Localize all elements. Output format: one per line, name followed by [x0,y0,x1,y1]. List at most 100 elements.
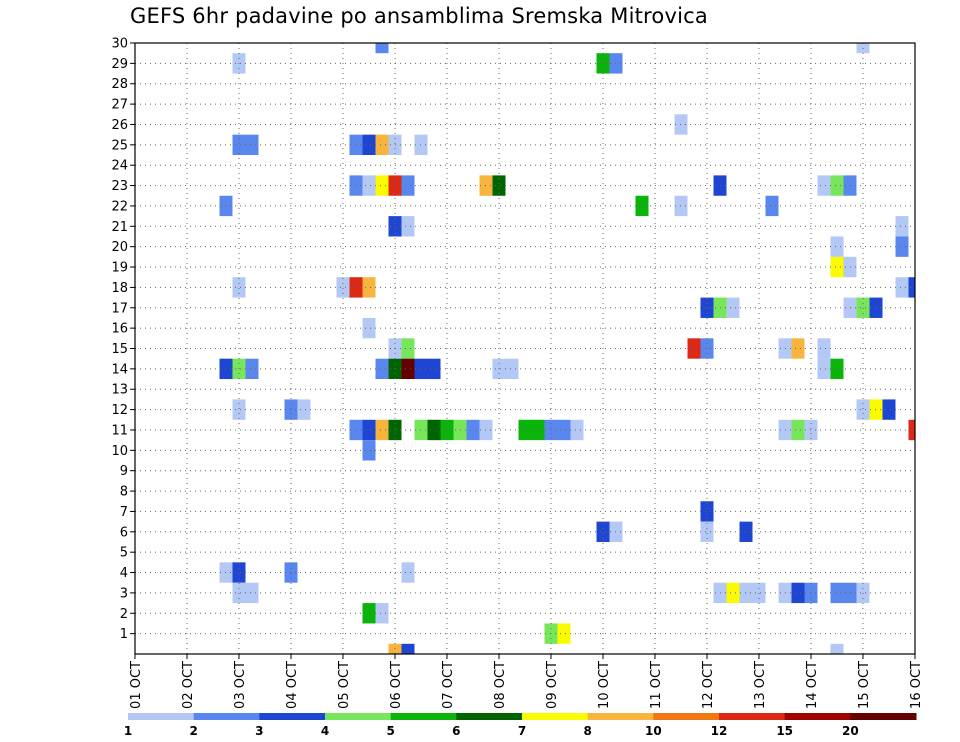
y-tick-label: 12 [111,403,128,418]
y-tick-label: 1 [120,627,128,642]
precip-cell [232,562,246,583]
precip-cell [245,134,259,156]
precip-cell [375,175,389,196]
colorbar-swatch [390,713,457,720]
y-tick-label: 23 [111,179,128,194]
precip-cell [791,338,805,359]
precip-cell [375,43,389,54]
precip-cell [427,358,441,380]
precip-cell [817,338,831,359]
colorbar-swatch [456,713,523,720]
precip-cell [570,419,584,441]
precip-cell [830,175,844,196]
precip-cell [401,216,415,237]
precip-cell [726,297,740,318]
y-tick-label: 13 [111,383,128,398]
precip-cell [895,216,909,237]
precip-cell [375,134,389,156]
colorbar-swatch [784,713,851,720]
x-tick-label: 04 OCT [285,661,300,709]
precip-cell [401,643,415,654]
y-tick-label: 21 [111,220,128,235]
precip-cell [440,419,454,441]
precip-cell [362,175,376,196]
x-tick-label: 15 OCT [857,661,872,709]
y-tick-label: 10 [111,444,128,459]
colorbar-label: 4 [321,724,329,738]
colorbar-swatch [587,713,654,720]
precip-cell [791,419,805,441]
precip-cell [362,419,376,441]
colorbar-swatch [522,713,589,720]
x-tick-label: 10 OCT [597,661,612,709]
precip-cell [375,419,389,441]
precip-cell [830,582,844,604]
precip-cell [700,521,714,542]
colorbar-label: 20 [842,724,859,738]
y-tick-label: 29 [111,57,128,72]
precip-cell [908,277,915,298]
precip-cell [817,358,831,380]
y-tick-label: 28 [111,77,128,92]
precip-cell [427,419,441,441]
precip-cell [700,501,714,522]
y-tick-label: 27 [111,98,128,113]
y-axis: 1234567891011121314151617181920212223242… [111,37,135,642]
x-tick-label: 13 OCT [753,661,768,709]
colorbar-label: 7 [518,724,526,738]
x-tick-label: 08 OCT [493,661,508,709]
precip-cell [362,440,376,461]
precip-cell [466,419,480,441]
precip-cell [856,399,870,420]
precip-cell [596,521,610,542]
precip-cell [687,338,701,359]
y-tick-label: 30 [111,37,128,52]
colorbar-swatch [128,713,195,720]
y-tick-label: 20 [111,240,128,255]
precip-cell [700,297,714,318]
precip-cell [375,603,389,624]
y-tick-label: 9 [120,464,128,479]
precip-cell [752,582,766,604]
colorbar-label: 5 [386,724,394,738]
colorbar-swatch [653,713,720,720]
x-tick-label: 01 OCT [129,661,144,709]
y-tick-label: 26 [111,118,128,133]
colorbar-label: 8 [583,724,591,738]
x-tick-label: 05 OCT [337,661,352,709]
x-tick-label: 06 OCT [389,661,404,709]
precip-cell [401,175,415,196]
colorbar-label: 10 [645,724,662,738]
precip-cell [856,582,870,604]
precip-cell [791,582,805,604]
precip-cell [401,358,415,380]
precip-cell [232,399,246,420]
y-tick-label: 5 [120,546,128,561]
precip-cell [336,277,350,298]
precip-cell [830,236,844,257]
y-tick-label: 7 [120,505,128,520]
precip-cell [557,419,571,441]
x-tick-label: 12 OCT [701,661,716,709]
precip-cell [232,582,246,604]
precip-cell [232,134,246,156]
y-tick-label: 16 [111,322,128,337]
precip-cell [245,358,259,380]
precip-cell [817,175,831,196]
precip-cell [531,419,545,441]
precip-cell [830,358,844,380]
colorbar-swatch [850,713,917,720]
y-tick-label: 6 [120,525,128,540]
precip-cell [895,277,909,298]
precip-cell [908,419,915,441]
x-tick-label: 02 OCT [181,661,196,709]
y-tick-label: 19 [111,261,128,276]
y-tick-label: 15 [111,342,128,357]
x-tick-label: 09 OCT [545,661,560,709]
x-tick-label: 16 OCT [909,661,924,709]
precip-cell [726,582,740,604]
precip-cell [245,582,259,604]
precip-cell [362,277,376,298]
precip-cell [232,277,246,298]
